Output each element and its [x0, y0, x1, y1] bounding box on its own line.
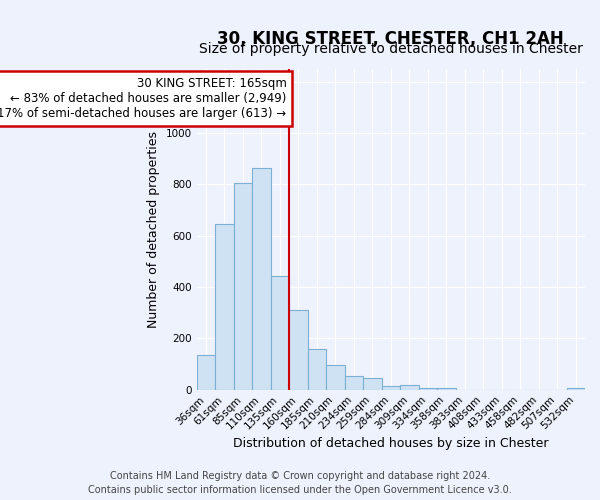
Bar	[344, 376, 363, 390]
Bar	[400, 384, 419, 390]
Title: 30, KING STREET, CHESTER, CH1 2AH: 30, KING STREET, CHESTER, CH1 2AH	[217, 30, 564, 48]
Y-axis label: Number of detached properties: Number of detached properties	[147, 131, 160, 328]
Bar	[252, 168, 271, 390]
Bar	[271, 276, 289, 390]
Bar	[234, 183, 252, 390]
Bar	[326, 366, 344, 390]
Bar	[289, 310, 308, 390]
Bar	[215, 224, 234, 390]
X-axis label: Distribution of detached houses by size in Chester: Distribution of detached houses by size …	[233, 437, 548, 450]
Bar	[363, 378, 382, 390]
Text: Size of property relative to detached houses in Chester: Size of property relative to detached ho…	[199, 42, 583, 56]
Bar	[197, 355, 215, 390]
Bar	[437, 388, 455, 390]
Bar	[308, 348, 326, 390]
Bar	[419, 388, 437, 390]
Bar	[566, 388, 585, 390]
Bar	[382, 386, 400, 390]
Text: 30 KING STREET: 165sqm
← 83% of detached houses are smaller (2,949)
17% of semi-: 30 KING STREET: 165sqm ← 83% of detached…	[0, 76, 286, 120]
Text: Contains HM Land Registry data © Crown copyright and database right 2024.
Contai: Contains HM Land Registry data © Crown c…	[88, 471, 512, 495]
